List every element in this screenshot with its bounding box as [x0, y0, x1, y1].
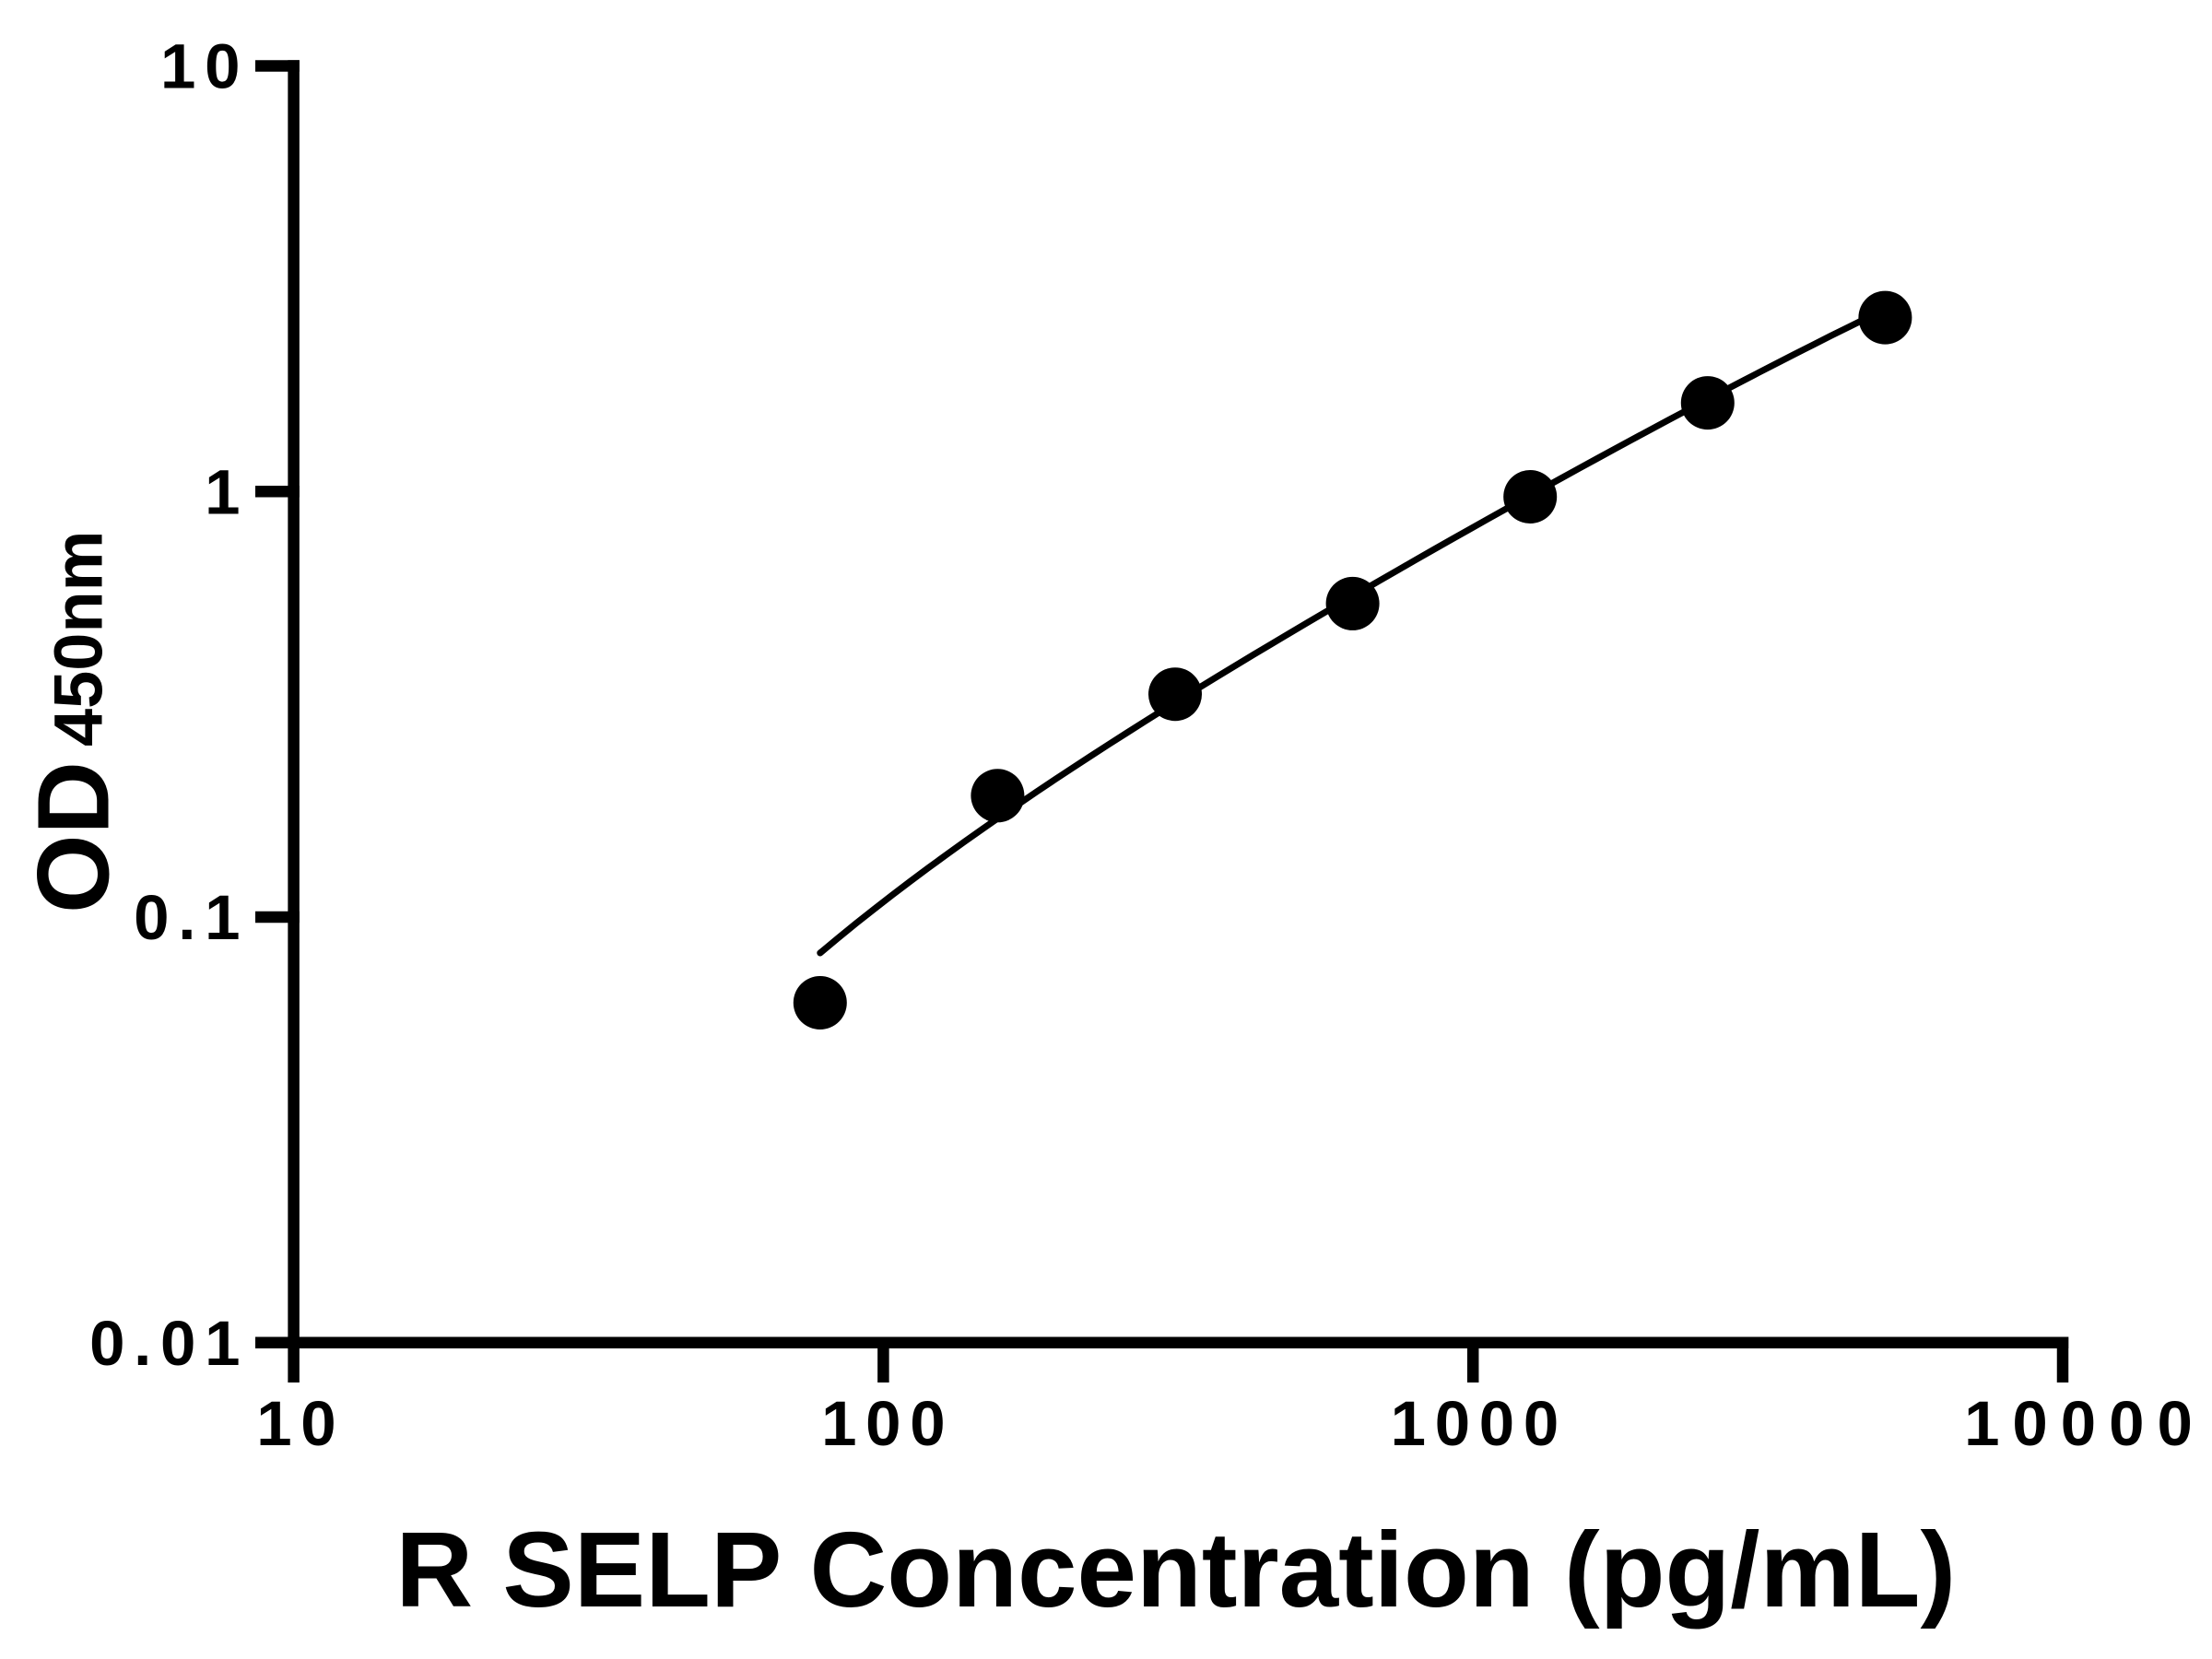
- svg-text:R SELP Concentration (pg/mL): R SELP Concentration (pg/mL): [395, 1510, 1956, 1630]
- svg-text:10: 10: [256, 1388, 345, 1459]
- svg-text:1: 1: [205, 456, 249, 527]
- svg-text:0.01: 0.01: [89, 1308, 249, 1379]
- svg-text:1000: 1000: [1391, 1388, 1568, 1459]
- svg-text:0.1: 0.1: [134, 882, 249, 953]
- svg-text:10000: 10000: [1964, 1388, 2206, 1459]
- svg-text:100: 100: [821, 1388, 954, 1459]
- svg-text:10: 10: [160, 31, 249, 102]
